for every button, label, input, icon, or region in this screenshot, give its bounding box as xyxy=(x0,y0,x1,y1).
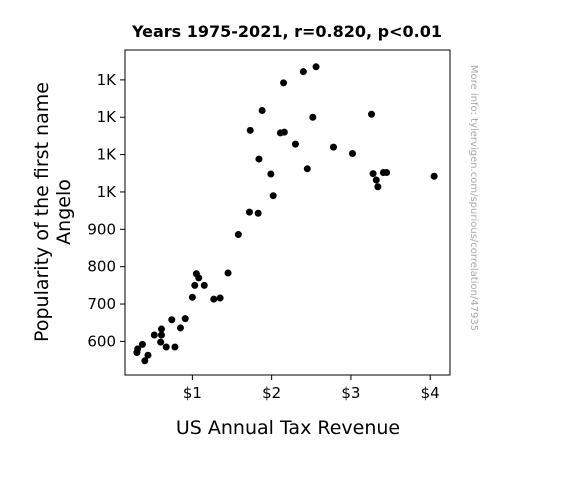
y-tick-label: 1K xyxy=(97,183,118,201)
data-point xyxy=(150,331,158,339)
data-point xyxy=(280,79,288,87)
data-point xyxy=(374,183,382,191)
y-tick-label: 800 xyxy=(87,258,116,276)
data-point xyxy=(195,274,203,282)
data-point xyxy=(144,351,152,359)
y-tick-label: 700 xyxy=(87,295,116,313)
data-point xyxy=(191,281,199,289)
data-points xyxy=(133,63,438,365)
data-point xyxy=(234,231,242,239)
data-point xyxy=(210,295,218,303)
data-point xyxy=(303,165,311,173)
data-point xyxy=(255,155,263,163)
source-note-text: More info: tylervigen.com/spurious/corre… xyxy=(468,65,479,331)
x-tick-label: $2 xyxy=(262,384,281,402)
data-point xyxy=(309,113,317,121)
data-point xyxy=(383,169,391,177)
data-point xyxy=(430,172,438,180)
data-point xyxy=(349,149,356,157)
data-point xyxy=(134,345,142,353)
data-point xyxy=(181,315,189,323)
data-point xyxy=(188,293,196,301)
data-point xyxy=(246,126,254,134)
y-tick-label: 1K xyxy=(97,108,118,126)
data-point xyxy=(291,140,299,148)
y-axis-label: Popularity of the first name Angelo xyxy=(31,82,75,342)
plot-frame xyxy=(124,49,451,376)
x-axis: $1 $2 $3 $4 xyxy=(183,375,440,402)
data-point xyxy=(200,281,208,289)
data-point xyxy=(157,325,165,333)
data-point xyxy=(254,209,262,217)
data-point xyxy=(267,170,275,178)
data-point xyxy=(329,143,337,151)
data-point xyxy=(372,176,380,184)
data-point xyxy=(141,357,149,365)
plot-area xyxy=(124,49,451,376)
data-point xyxy=(258,107,266,115)
data-point xyxy=(312,63,320,71)
chart-title: Years 1975-2021, r=0.820, p<0.01 xyxy=(131,22,442,41)
data-point xyxy=(299,68,307,76)
data-point xyxy=(369,170,377,178)
y-tick-label: 900 xyxy=(87,220,116,238)
data-point xyxy=(162,343,170,351)
data-point xyxy=(157,331,165,339)
data-point xyxy=(216,294,224,302)
x-tick-label: $3 xyxy=(341,384,360,402)
x-axis-label: US Annual Tax Revenue xyxy=(176,417,400,439)
data-point xyxy=(176,324,184,332)
y-tick-label: 1K xyxy=(97,146,118,164)
data-point xyxy=(171,343,179,351)
data-point xyxy=(224,269,232,277)
data-point xyxy=(269,192,277,200)
y-tick-label: 1K xyxy=(97,71,118,89)
data-point xyxy=(368,110,376,118)
y-axis-label-line-1: Popularity of the first name xyxy=(31,82,53,342)
x-tick-label: $1 xyxy=(183,384,202,402)
y-axis: 600 700 800 900 1K 1K 1K 1K xyxy=(87,71,125,350)
source-note: More info: tylervigen.com/spurious/corre… xyxy=(468,65,479,331)
data-point xyxy=(280,128,288,136)
data-point xyxy=(245,208,253,216)
data-point xyxy=(168,316,176,324)
x-tick-label: $4 xyxy=(421,384,440,402)
y-axis-label-line-2: Angelo xyxy=(53,179,75,245)
y-tick-label: 600 xyxy=(87,332,116,350)
data-point xyxy=(138,340,146,348)
data-point xyxy=(157,338,165,346)
